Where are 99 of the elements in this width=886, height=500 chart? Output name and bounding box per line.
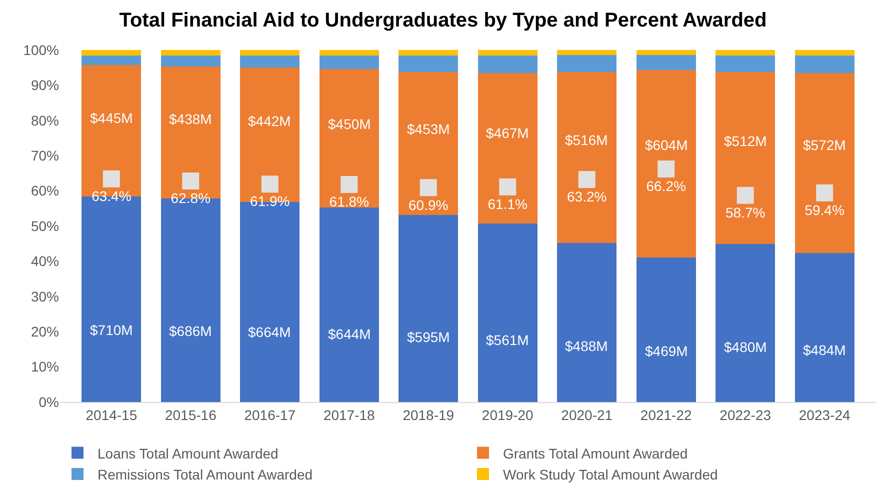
y-tick-label: 80% — [30, 112, 59, 128]
data-label: 61.1% — [488, 196, 528, 212]
bar — [240, 50, 300, 56]
legend-label: Loans Total Amount Awarded — [98, 445, 278, 462]
bar — [557, 50, 617, 55]
y-tick-label: 70% — [30, 148, 59, 164]
data-label: 63.2% — [567, 188, 607, 205]
annotation: $664M — [248, 324, 291, 340]
y-tick-label: 30% — [30, 288, 59, 304]
bar — [716, 56, 776, 72]
annotation: $710M — [90, 322, 133, 338]
y-tick-label: 0% — [38, 394, 59, 410]
annotation: $488M — [565, 338, 608, 354]
bar — [636, 257, 696, 402]
bar — [82, 50, 142, 56]
point — [340, 176, 358, 193]
point — [816, 184, 834, 202]
bar — [319, 69, 379, 208]
annotation: $644M — [328, 326, 371, 342]
bar — [557, 72, 617, 243]
annotation: $442M — [248, 113, 291, 129]
bar — [478, 50, 538, 56]
annotation: $572M — [803, 137, 846, 153]
legend-label: Work Study Total Amount Awarded — [503, 466, 718, 482]
bar — [240, 56, 300, 68]
bar — [794, 50, 854, 56]
annotation: $512M — [724, 133, 767, 149]
point — [102, 170, 120, 188]
bar — [794, 252, 854, 402]
x-tick-label: 2021-22 — [640, 406, 692, 423]
x-tick-label: 2020-21 — [561, 406, 613, 423]
bar — [319, 56, 379, 70]
legend-label: Grants Total Amount Awarded — [503, 445, 688, 462]
annotation: $561M — [486, 332, 529, 348]
x-tick-label: 2014-15 — [86, 406, 138, 423]
annotation: $686M — [169, 323, 212, 339]
bar — [636, 70, 696, 258]
y-tick-label: 50% — [30, 218, 59, 234]
x-tick-label: 2019-20 — [482, 406, 534, 423]
bar — [716, 50, 776, 56]
annotation: $480M — [724, 339, 767, 355]
legend-label: Remissions Total Amount Awarded — [98, 466, 313, 482]
bar — [319, 50, 379, 56]
annotation: $445M — [90, 110, 133, 126]
bar — [160, 56, 220, 67]
x-tick-label: 2022-23 — [720, 406, 772, 423]
x-tick-label: 2018-19 — [402, 406, 454, 423]
point — [420, 179, 437, 196]
data-label: 58.7% — [725, 204, 766, 221]
bar — [557, 242, 617, 402]
bar — [636, 50, 696, 55]
bar — [82, 56, 142, 66]
bar — [716, 244, 776, 402]
x-tick-label: 2017-18 — [323, 406, 376, 423]
y-tick-label: 60% — [30, 182, 59, 199]
point — [578, 171, 596, 188]
bar — [398, 56, 458, 72]
x-tick-label: 2015-16 — [164, 406, 217, 423]
point — [499, 178, 516, 196]
data-label: 62.8% — [170, 190, 211, 206]
x-tick-label: 2023-24 — [798, 406, 850, 423]
bar — [716, 72, 776, 244]
bar — [794, 73, 854, 253]
y-tick-label: 90% — [30, 77, 59, 94]
bar — [398, 215, 458, 402]
point — [736, 186, 754, 204]
annotation: $595M — [407, 329, 450, 345]
annotation: $438M — [169, 111, 212, 127]
data-label: 60.9% — [408, 196, 448, 213]
annotation: $469M — [645, 343, 688, 359]
y-tick-label: 40% — [30, 253, 59, 270]
bar — [794, 56, 854, 74]
annotation: $453M — [407, 121, 450, 137]
y-tick-label: 100% — [23, 42, 59, 58]
data-label: 59.4% — [804, 202, 844, 218]
point — [182, 172, 200, 190]
data-label: 63.4% — [92, 188, 132, 204]
data-label: 66.2% — [646, 178, 686, 194]
data-label: 61.8% — [329, 194, 369, 210]
annotation: $604M — [645, 137, 688, 153]
point — [658, 160, 675, 178]
bar — [557, 54, 617, 72]
annotation: $484M — [803, 342, 846, 358]
annotation: $450M — [328, 116, 371, 132]
y-tick-label: 20% — [30, 324, 59, 340]
bar — [478, 56, 538, 74]
bar — [319, 207, 379, 402]
chart-title: Total Financial Aid to Undergraduates by Type and Percent Awarded — [119, 10, 767, 32]
bar — [160, 50, 220, 56]
annotation: $516M — [565, 132, 608, 148]
bar — [478, 73, 538, 224]
point — [261, 176, 278, 193]
bar — [398, 50, 458, 56]
bar — [636, 54, 696, 70]
annotation: $467M — [486, 125, 529, 141]
bar — [478, 224, 538, 402]
y-tick-label: 10% — [30, 358, 59, 375]
bar — [398, 72, 458, 216]
x-tick-label: 2016-17 — [244, 406, 296, 423]
